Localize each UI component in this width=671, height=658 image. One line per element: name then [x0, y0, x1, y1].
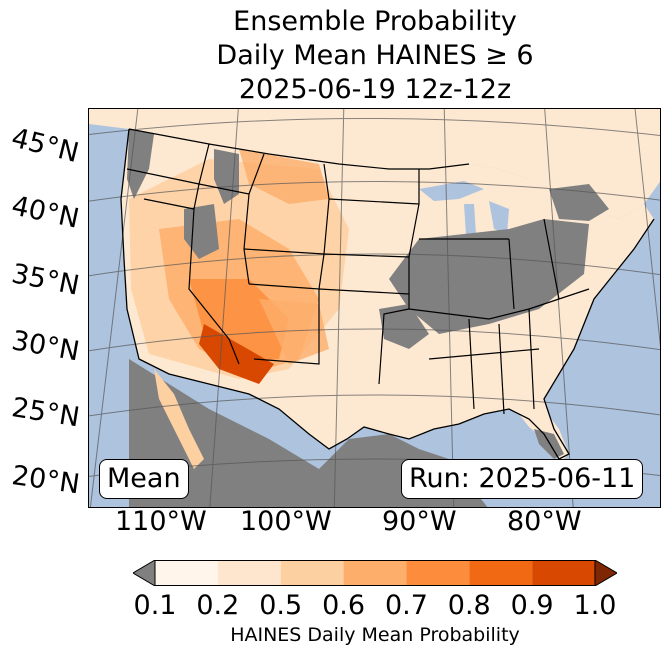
- lake-huron: [489, 201, 509, 234]
- colorbar: [133, 560, 617, 586]
- run-date-box: Run: 2025-06-11: [401, 459, 644, 499]
- colorbar-frame: [154, 560, 596, 586]
- prob-region-mt: [239, 149, 329, 204]
- colorbar-under-arrow: [133, 560, 156, 586]
- colorbar-tick-label: 0.7: [384, 590, 428, 621]
- lon-label-110w: 110°W: [115, 506, 207, 537]
- us-outline: [120, 128, 655, 460]
- lat-label-30: 30°N: [9, 325, 82, 368]
- colorbar-tick-label: 0.6: [322, 590, 366, 621]
- lake-superior: [419, 181, 484, 201]
- mexico-land: [129, 359, 488, 507]
- lat-label-45: 45°N: [8, 122, 82, 170]
- lon-label-100w: 100°W: [240, 506, 332, 537]
- colorbar-segment: [532, 560, 595, 586]
- nodata-nevada: [184, 204, 219, 259]
- title-line-1: Ensemble Probability: [233, 6, 517, 37]
- lat-label-25: 25°N: [9, 392, 82, 434]
- statistic-box: Mean: [99, 459, 189, 499]
- graticule: [89, 109, 660, 507]
- nodata-florida: [534, 429, 564, 459]
- prob-region-09: [199, 324, 274, 384]
- lat-label-40: 40°N: [8, 190, 82, 235]
- lon-label-80w: 80°W: [507, 506, 582, 537]
- lat-label-35: 35°N: [9, 258, 82, 302]
- nodata-south: [379, 304, 429, 349]
- colorbar-segment: [406, 560, 470, 586]
- nodata-ne: [549, 184, 609, 221]
- state-borders: [126, 128, 590, 415]
- map-canvas: [89, 109, 660, 507]
- lon-label-90w: 90°W: [382, 506, 457, 537]
- title-line-3: 2025-06-19 12z-12z: [238, 74, 512, 105]
- colorbar-segment: [217, 560, 281, 586]
- colorbar-tick-label: 0.9: [510, 590, 554, 621]
- colorbar-tick-label: 0.2: [196, 590, 240, 621]
- colorbar-over-arrow: [594, 560, 617, 586]
- canada-land: [89, 109, 660, 219]
- prob-region-nm: [259, 299, 329, 364]
- title-line-2: Daily Mean HAINES ≥ 6: [216, 40, 534, 71]
- colorbar-segment: [469, 560, 533, 586]
- colorbar-segment: [343, 560, 407, 586]
- colorbar-tick-label: 1.0: [573, 590, 617, 621]
- colorbar-tick-label: 0.8: [447, 590, 491, 621]
- colorbar-segment: [280, 560, 344, 586]
- baja: [154, 369, 204, 469]
- lat-label-20: 20°N: [9, 460, 82, 501]
- colorbar-label: HAINES Daily Mean Probability: [230, 624, 520, 646]
- colorbar-segment: [155, 560, 218, 586]
- colorbar-tick-label: 0.1: [133, 590, 177, 621]
- colorbar-tick-label: 0.5: [259, 590, 303, 621]
- map-panel: Mean Run: 2025-06-11: [88, 108, 661, 508]
